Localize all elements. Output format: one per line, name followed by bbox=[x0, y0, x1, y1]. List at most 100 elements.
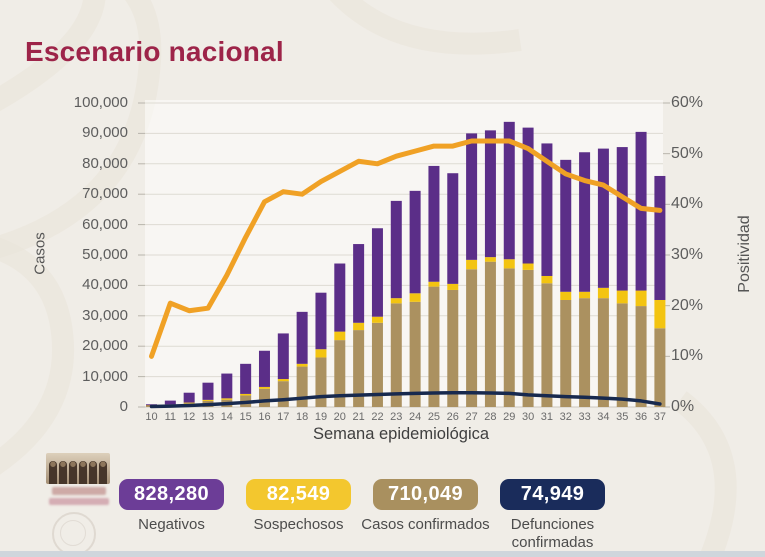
bar-segment bbox=[503, 121, 515, 260]
x-axis-week-label: 25 bbox=[427, 411, 441, 423]
x-axis-week-label: 35 bbox=[616, 411, 629, 423]
bar-segment bbox=[428, 165, 440, 282]
y-axis-left-tick-label: 10,000 bbox=[82, 367, 128, 385]
bar-segment bbox=[296, 363, 308, 367]
logo-text-line bbox=[52, 487, 106, 495]
sospechosos-value-badge: 82,549 bbox=[246, 479, 351, 510]
bar-segment bbox=[579, 298, 591, 407]
bar-segment bbox=[447, 289, 459, 407]
bar-segment bbox=[277, 381, 289, 407]
page-title: Escenario nacional bbox=[25, 36, 284, 67]
bar-segment bbox=[353, 322, 365, 331]
bar-segment bbox=[635, 290, 647, 307]
bar-segment bbox=[447, 173, 459, 284]
bar-segment bbox=[277, 379, 289, 382]
x-axis-week-label: 24 bbox=[408, 411, 422, 423]
bar-segment bbox=[579, 152, 591, 292]
x-axis-week-label: 17 bbox=[277, 411, 290, 423]
bar-segment bbox=[371, 316, 383, 323]
bar-segment bbox=[616, 290, 628, 304]
bar-stack-week-22 bbox=[371, 228, 383, 407]
stat-defunciones: 74,949 Defunciones confirmadas bbox=[500, 479, 605, 552]
bar-segment bbox=[579, 291, 591, 299]
bar-stack-week-32 bbox=[560, 159, 572, 407]
y-axis-right-tick-label: 60% bbox=[671, 94, 704, 111]
bar-segment bbox=[654, 328, 666, 407]
historical-figures-photo bbox=[46, 453, 110, 484]
bar-segment bbox=[315, 292, 327, 350]
bar-segment bbox=[390, 200, 402, 299]
x-axis-week-label: 12 bbox=[183, 411, 196, 423]
bar-segment bbox=[334, 340, 346, 407]
bar-segment bbox=[353, 330, 365, 407]
bar-stack-week-28 bbox=[484, 130, 496, 407]
y-axis-right-tick-label: 0% bbox=[671, 398, 695, 415]
x-axis-week-label: 34 bbox=[597, 411, 610, 423]
negativos-value-badge: 828,280 bbox=[119, 479, 224, 510]
x-axis-week-label: 22 bbox=[371, 411, 384, 423]
x-axis-week-label: 10 bbox=[145, 411, 158, 423]
bar-stack-week-30 bbox=[522, 127, 534, 407]
bar-segment bbox=[277, 333, 289, 380]
bar-segment bbox=[522, 263, 534, 270]
y-axis-left-tick-label: 40,000 bbox=[82, 276, 128, 294]
bar-segment bbox=[183, 402, 195, 404]
bar-stack-week-36 bbox=[635, 131, 647, 407]
negativos-label: Negativos bbox=[138, 516, 205, 533]
bar-segment bbox=[616, 303, 628, 407]
bar-segment bbox=[202, 382, 214, 400]
bar-segment bbox=[654, 299, 666, 329]
y-axis-right-tick-label: 40% bbox=[671, 195, 704, 213]
bar-segment bbox=[315, 349, 327, 358]
x-axis-week-label: 15 bbox=[239, 411, 252, 423]
bar-stack-week-23 bbox=[390, 200, 402, 407]
bar-segment bbox=[371, 322, 383, 407]
bar-segment bbox=[597, 287, 609, 299]
x-axis-week-label: 21 bbox=[352, 411, 365, 423]
bar-stack-week-18 bbox=[296, 311, 308, 407]
bar-segment bbox=[240, 363, 252, 394]
bar-stack-week-35 bbox=[616, 147, 628, 407]
bar-segment bbox=[503, 259, 515, 269]
summary-badges: 828,280 Negativos 82,549 Sospechosos 710… bbox=[0, 479, 765, 552]
bar-segment bbox=[390, 298, 402, 304]
bar-segment bbox=[409, 190, 421, 294]
bar-segment bbox=[616, 147, 628, 291]
bar-segment bbox=[597, 298, 609, 407]
x-axis-week-label: 36 bbox=[634, 411, 648, 423]
x-axis-week-label: 19 bbox=[314, 411, 328, 423]
x-axis-week-label: 37 bbox=[653, 411, 667, 423]
defunciones-line bbox=[149, 390, 662, 409]
defunciones-value-badge: 74,949 bbox=[500, 479, 605, 510]
bar-stack-week-17 bbox=[277, 333, 289, 407]
bar-segment bbox=[597, 148, 609, 288]
bar-segment bbox=[258, 388, 270, 407]
y-axis-left-tick-label: 0 bbox=[119, 398, 128, 415]
bar-stack-week-34 bbox=[597, 148, 609, 407]
bar-segment bbox=[654, 175, 666, 300]
x-axis-week-label: 26 bbox=[446, 411, 459, 423]
y-axis-left-tick-label: 60,000 bbox=[82, 215, 128, 233]
bar-segment bbox=[221, 398, 233, 400]
bar-segment bbox=[484, 261, 496, 407]
x-axis-week-label: 11 bbox=[164, 411, 177, 423]
sospechosos-label: Sospechosos bbox=[253, 516, 344, 533]
x-axis-week-label: 28 bbox=[484, 411, 497, 423]
casos-confirmados-label: Casos confirmados bbox=[361, 516, 490, 533]
y-axis-left-tick-label: 100,000 bbox=[73, 94, 128, 111]
bar-segment bbox=[560, 291, 572, 300]
bar-stack-week-16 bbox=[258, 350, 270, 407]
bar-stack-week-37 bbox=[654, 175, 666, 407]
stacked-bars bbox=[146, 121, 666, 407]
x-axis-week-label: 29 bbox=[503, 411, 516, 423]
x-axis-week-label: 30 bbox=[521, 411, 535, 423]
bar-stack-week-25 bbox=[428, 165, 440, 407]
bar-segment bbox=[240, 393, 252, 396]
bar-segment bbox=[353, 244, 365, 323]
bar-segment bbox=[428, 281, 440, 287]
bar-segment bbox=[466, 269, 478, 407]
bar-segment bbox=[183, 392, 195, 403]
x-axis-week-label: 33 bbox=[578, 411, 591, 423]
bar-segment bbox=[409, 301, 421, 407]
